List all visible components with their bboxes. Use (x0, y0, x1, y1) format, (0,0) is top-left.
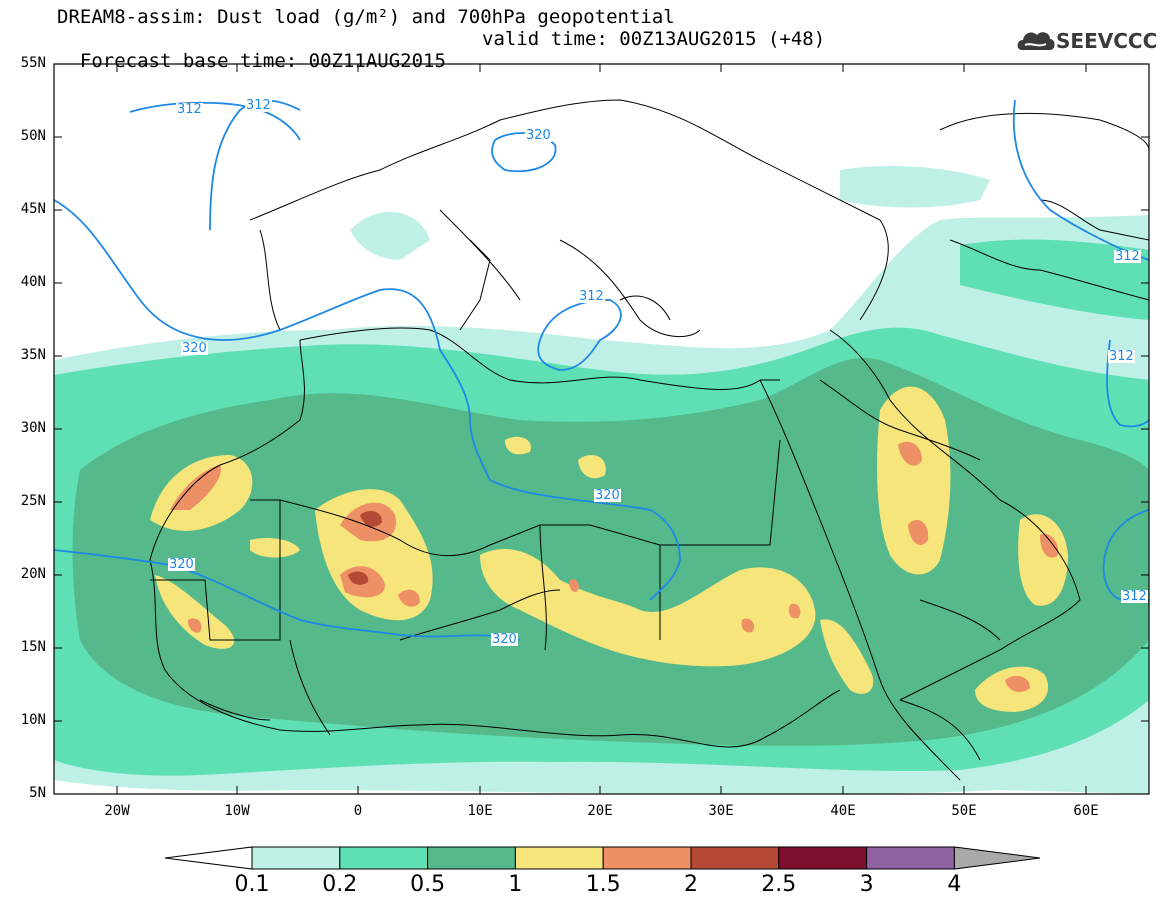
contour-label: 312 (1114, 249, 1141, 264)
cloud-logo-icon (1017, 32, 1055, 50)
map-title: DREAM8-assim: Dust load (g/m²) and 700hP… (57, 6, 675, 28)
colorbar-swatch (866, 846, 955, 870)
latitude-label: 20N (20, 566, 46, 582)
contour-label: 320 (168, 557, 195, 572)
contour-label: 312 (1121, 589, 1148, 604)
colorbar-level-label: 0.5 (410, 872, 446, 897)
latitude-label: 55N (20, 55, 46, 71)
latitude-label: 40N (20, 274, 46, 290)
longitude-label: 60E (1073, 803, 1099, 819)
forecast-base-time: Forecast base time: 00Z11AUG2015 (79, 50, 446, 72)
forecast-times: Forecast base time: 00Z11AUG2015 valid t… (57, 28, 825, 94)
latitude-label: 30N (20, 420, 46, 436)
longitude-label: 10W (224, 803, 250, 819)
longitude-label: 0 (353, 803, 363, 819)
colorbar-level-label: 2.5 (761, 872, 797, 897)
latitude-label: 35N (20, 347, 46, 363)
contour-label: 320 (491, 632, 518, 647)
valid-time: valid time: 00Z13AUG2015 (+48) (482, 28, 826, 50)
colorbar-level-label: 1 (508, 872, 523, 897)
contour-label: 312 (245, 98, 272, 113)
logo-text: SEEVCCC (1056, 29, 1158, 53)
longitude-label: 50E (951, 803, 977, 819)
longitude-label: 30E (708, 803, 734, 819)
colorbar-swatch (778, 846, 868, 870)
latitude-label: 10N (20, 712, 46, 728)
map-outlines (149, 99, 1149, 781)
contour-label: 320 (525, 128, 552, 143)
latitude-label: 25N (20, 493, 46, 509)
colorbar-swatch (602, 846, 692, 870)
colorbar-level-label: 0.1 (234, 872, 270, 897)
latitude-label: 45N (20, 201, 46, 217)
dust-level-2-areas (348, 510, 382, 585)
colorbar-swatch (339, 846, 429, 870)
contour-label: 312 (1108, 349, 1135, 364)
colorbar-high-arrow (953, 846, 1041, 870)
latitude-label: 50N (20, 128, 46, 144)
dust-level-1-areas (150, 386, 1068, 712)
longitude-label: 10E (467, 803, 493, 819)
colorbar-level-label: 1.5 (585, 872, 621, 897)
colorbar-level-label: 4 (947, 872, 962, 897)
colorbar-swatch (514, 846, 604, 870)
contour-label: 320 (594, 488, 621, 503)
contour-label: 320 (181, 341, 208, 356)
contour-label: 312 (578, 289, 605, 304)
colorbar-level-label: 3 (859, 872, 874, 897)
geopotential-contours (54, 99, 1149, 641)
colorbar-swatch (690, 846, 780, 870)
colorbar-low-arrow (164, 846, 253, 870)
colorbar (164, 846, 1041, 870)
longitude-label: 20W (104, 803, 130, 819)
colorbar-level-label: 0.2 (322, 872, 358, 897)
longitude-label: 20E (587, 803, 613, 819)
colorbar-swatch (427, 846, 516, 870)
latitude-label: 15N (20, 639, 46, 655)
colorbar-level-label: 2 (684, 872, 698, 897)
longitude-label: 40E (830, 803, 856, 819)
colorbar-swatch (251, 846, 341, 870)
contour-label: 312 (176, 102, 203, 117)
latitude-label: 5N (29, 785, 46, 801)
